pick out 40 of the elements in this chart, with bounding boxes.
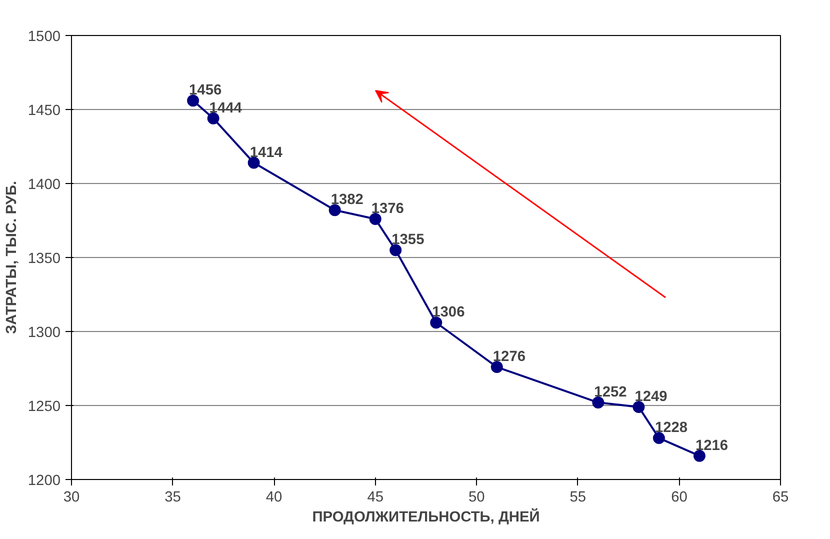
point — [632, 400, 645, 413]
point — [207, 112, 220, 124]
x-tick-label: 55 — [570, 490, 586, 506]
point — [652, 432, 665, 444]
data-label: 1456 — [189, 82, 222, 99]
data-label: 1228 — [654, 420, 688, 436]
data-label: 1376 — [371, 201, 404, 218]
point — [369, 213, 382, 226]
data-label: 1276 — [492, 349, 526, 366]
point — [248, 156, 260, 169]
y-tick-label: 1350 — [28, 251, 61, 267]
data-label: 1355 — [392, 232, 424, 248]
x-tick-label: 35 — [164, 490, 181, 506]
x-tick-label: 40 — [266, 490, 282, 506]
x-tick-label: 45 — [367, 490, 384, 506]
y-tick-label: 1250 — [28, 399, 61, 415]
data-label: 1414 — [250, 144, 284, 161]
x-tick-label: 30 — [63, 490, 80, 506]
y-tick-label: 1500 — [28, 29, 61, 45]
point — [490, 361, 503, 374]
point — [693, 450, 706, 462]
x-tick-label: 65 — [772, 490, 789, 506]
y-tick-label: 1300 — [28, 325, 61, 341]
y-tick-label: 1400 — [28, 177, 61, 193]
y-tick-label: 1450 — [28, 103, 61, 119]
data-label: 1382 — [330, 192, 364, 208]
data-label: 1216 — [695, 438, 728, 454]
x-axis-title: ПРОДОЛЖИТЕЛЬНОСТЬ, ДНЕЙ — [312, 508, 540, 526]
point — [430, 316, 442, 329]
point — [187, 94, 200, 107]
x-tick-label: 50 — [468, 490, 485, 506]
x-tick-label: 60 — [671, 490, 688, 506]
point — [390, 244, 402, 256]
data-label: 1249 — [634, 388, 668, 405]
point — [592, 396, 604, 409]
data-label: 1306 — [432, 304, 465, 321]
data-label: 1252 — [594, 384, 627, 401]
y-tick-label: 1200 — [28, 473, 61, 489]
y-axis-title: ЗАТРАТЫ, ТЫС. РУБ. — [4, 180, 20, 334]
point — [328, 204, 341, 216]
